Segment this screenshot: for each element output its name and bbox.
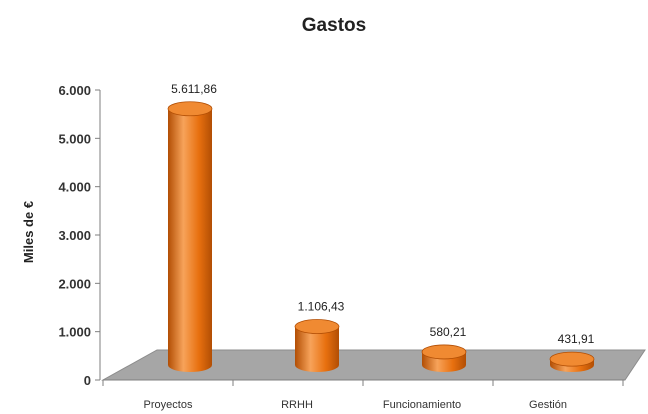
bar-rrhh: [294, 319, 340, 372]
y-tick-label: 6.000: [58, 83, 91, 98]
chart-title: Gastos: [302, 15, 366, 36]
y-tick-label: 0: [84, 373, 91, 388]
x-tick-label: RRHH: [281, 399, 313, 411]
x-tick-label: Funcionamiento: [383, 399, 461, 411]
bar-top: [549, 351, 595, 367]
x-tick-label: Proyectos: [144, 399, 193, 411]
bar-funcionamiento: [421, 344, 467, 372]
bar-gestión: [549, 351, 595, 372]
y-tick-label: 5.000: [58, 131, 91, 146]
y-tick-label: 4.000: [58, 180, 91, 195]
x-tick-label: Gestión: [529, 399, 567, 411]
bar-top: [167, 101, 213, 117]
y-tick-label: 2.000: [58, 276, 91, 291]
bar-proyectos: [167, 101, 213, 372]
data-label: 1.106,43: [298, 300, 345, 314]
data-label: 580,21: [430, 325, 467, 339]
y-tick-label: 1.000: [58, 325, 91, 340]
data-label: 5.611,86: [171, 82, 217, 96]
bar-top: [294, 319, 340, 334]
bar-top: [421, 344, 467, 360]
bar-body: [168, 108, 212, 372]
y-tick-label: 3.000: [58, 228, 91, 243]
y-axis-label: Miles de €: [21, 201, 36, 263]
data-label: 431,91: [558, 332, 595, 346]
bar-body: [295, 326, 339, 372]
